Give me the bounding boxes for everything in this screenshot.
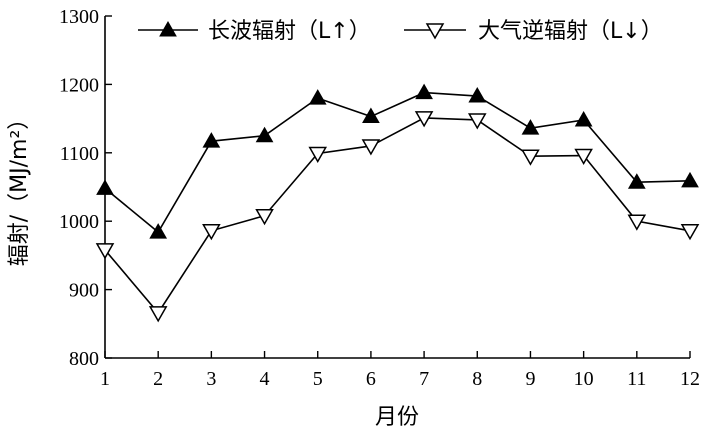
data-point [362,107,380,124]
x-tick-label: 3 [206,368,216,390]
axes [104,16,690,359]
y-ticks: 800 900 1000 1100 1200 1300 [59,6,112,370]
x-tick-label: 5 [313,368,323,390]
data-point [627,214,647,231]
data-point [414,111,434,128]
series-1 [96,83,699,239]
legend-marker [159,20,177,37]
y-tick-label: 1000 [59,211,99,233]
x-axis-title: 月份 [375,405,419,430]
x-tick-label: 1 [100,368,110,390]
series-2 [95,111,700,323]
series-line [104,91,691,234]
data-point [255,126,274,143]
y-tick-label: 1100 [60,143,99,165]
legend-label: 长波辐射（L↑） [208,19,371,44]
y-tick-label: 1300 [59,6,99,28]
data-point [149,223,168,239]
legend-item: 大气逆辐射（L↓） [404,19,663,44]
data-point [308,146,328,163]
legend: 长波辐射（L↑） 大气逆辐射（L↓） [138,19,663,44]
y-tick-label: 1200 [59,74,99,96]
data-point [308,89,327,105]
data-point [574,148,593,166]
y-tick-label: 800 [69,348,99,370]
data-point [574,110,593,127]
x-tick-label: 4 [260,368,270,390]
series-layer [95,83,700,323]
y-axis-title: 辐射/（MJ/m²） [7,108,32,267]
legend-item: 长波辐射（L↑） [138,19,371,44]
data-point [468,87,487,103]
data-point [202,224,221,241]
x-tick-label: 2 [153,368,163,390]
x-tick-label: 11 [627,368,646,390]
data-point [415,83,433,100]
series-line [104,117,691,315]
data-point [521,149,540,166]
data-point [681,171,699,188]
data-point [255,208,274,226]
y-tick-label: 900 [69,280,99,302]
x-tick-label: 6 [366,368,376,390]
x-tick-label: 10 [574,368,594,390]
data-point [202,132,221,148]
data-point [467,113,487,130]
x-tick-label: 8 [472,368,482,390]
data-point [96,179,114,195]
x-ticks: 1 2 3 4 5 6 7 8 9 10 11 12 [100,351,700,390]
x-tick-label: 9 [525,368,535,390]
data-point [95,243,115,260]
data-point [361,139,381,156]
legend-label: 大气逆辐射（L↓） [478,19,663,44]
x-tick-label: 12 [680,368,700,390]
data-point [627,173,646,189]
x-tick-label: 7 [419,368,429,390]
data-point [680,224,700,241]
data-point [521,119,540,135]
legend-marker [425,23,445,40]
data-point [148,306,168,323]
